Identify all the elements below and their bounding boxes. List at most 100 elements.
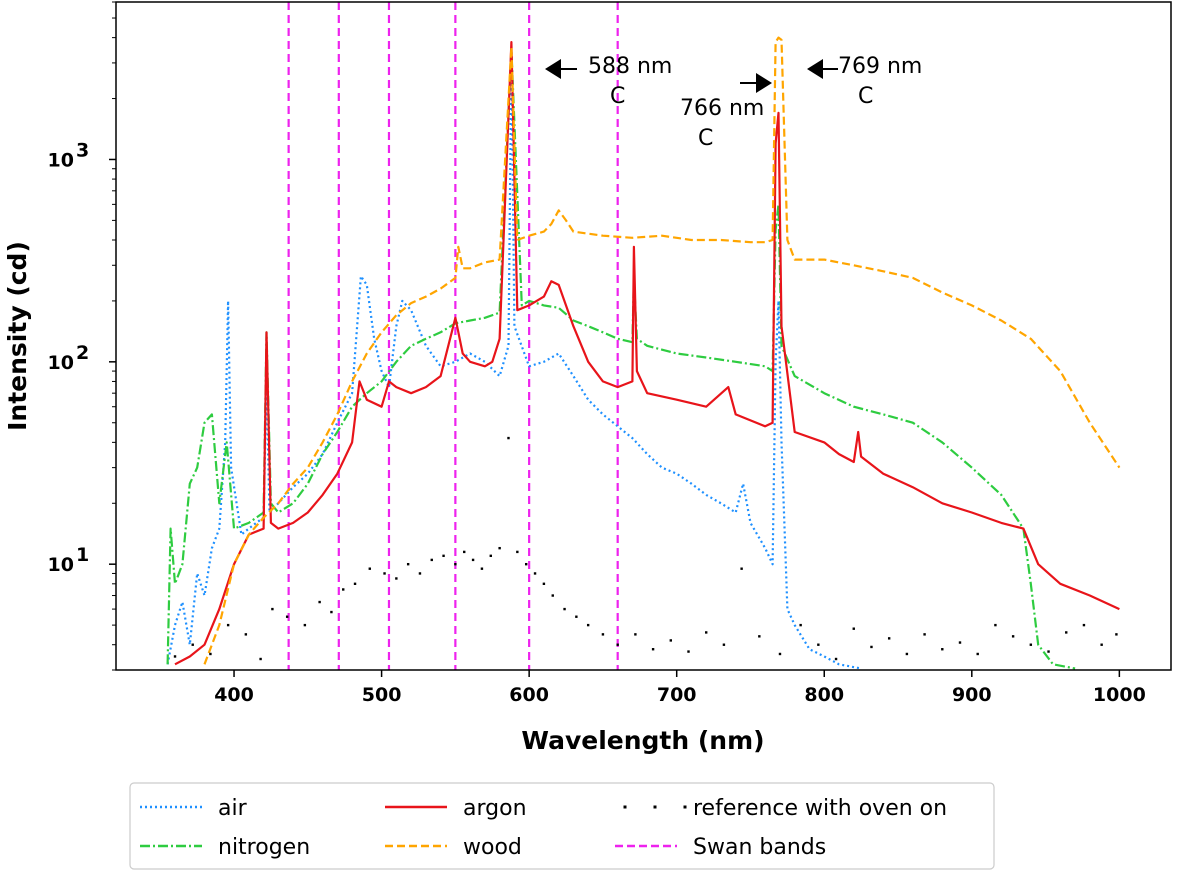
reference-point xyxy=(870,645,873,649)
annotation-element: C xyxy=(858,84,873,109)
y-tick-exponent: 1 xyxy=(76,544,89,566)
y-tick-label: 10 xyxy=(48,554,74,576)
y-tick-exponent: 2 xyxy=(76,342,89,364)
plot-background xyxy=(116,2,1171,670)
legend-marker-reference xyxy=(653,805,657,809)
x-tick-label: 500 xyxy=(362,684,402,706)
reference-point xyxy=(498,546,501,550)
x-tick-label: 700 xyxy=(657,684,697,706)
reference-point xyxy=(958,641,962,644)
x-tick-label: 600 xyxy=(509,684,549,706)
reference-point xyxy=(586,623,590,627)
reference-point xyxy=(463,550,466,554)
reference-point xyxy=(533,572,537,575)
reference-point xyxy=(1082,623,1086,627)
reference-point xyxy=(330,610,333,614)
series-line-argon xyxy=(174,41,1120,666)
reference-point xyxy=(1011,635,1015,638)
reference-point xyxy=(852,627,855,630)
annotation-arrow-head xyxy=(756,73,772,93)
reference-point xyxy=(507,436,510,440)
reference-point xyxy=(616,643,619,646)
reference-point xyxy=(524,562,528,566)
series-group xyxy=(166,36,1121,670)
series-line-wood xyxy=(203,36,1121,665)
reference-point xyxy=(601,633,605,636)
reference-point xyxy=(551,594,554,597)
x-axis-label: Wavelength (nm) xyxy=(521,726,764,755)
reference-point xyxy=(976,652,979,656)
plot-frame xyxy=(115,1,1172,671)
reference-point xyxy=(905,652,909,656)
reference-point xyxy=(575,615,578,618)
reference-point xyxy=(994,623,997,627)
reference-point xyxy=(1047,650,1050,653)
reference-point xyxy=(799,623,802,627)
legend-box xyxy=(129,782,995,870)
reference-point xyxy=(285,615,289,618)
annotation-element: C xyxy=(698,126,713,151)
legend-label-nitrogen: nitrogen xyxy=(218,835,310,860)
reference-point xyxy=(209,652,212,656)
reference-point xyxy=(1029,643,1033,646)
reference-point xyxy=(418,572,422,575)
x-axis-ticks: 400 500 600 700 800 900 1000 xyxy=(214,670,1146,706)
reference-point xyxy=(226,623,230,627)
reference-point xyxy=(454,562,457,566)
reference-point xyxy=(651,648,655,651)
reference-point xyxy=(669,639,672,642)
reference-point xyxy=(191,643,194,646)
legend-marker-reference xyxy=(623,805,627,809)
x-tick-label: 800 xyxy=(804,684,844,706)
reference-point xyxy=(442,554,445,558)
reference-point xyxy=(368,567,371,570)
annotation-wavelength: 769 nm xyxy=(838,54,922,79)
x-tick-label: 1000 xyxy=(1093,684,1146,706)
y-axis-label: Intensity (cd) xyxy=(3,241,32,431)
reference-point xyxy=(516,550,519,554)
legend-label-argon: argon xyxy=(463,796,527,821)
reference-point xyxy=(489,554,492,558)
reference-point xyxy=(563,607,566,611)
reference-point xyxy=(480,567,484,570)
swan-bands xyxy=(287,2,619,670)
reference-point xyxy=(353,582,357,586)
reference-point xyxy=(1100,643,1103,646)
reference-point xyxy=(887,637,891,640)
reference-point xyxy=(173,655,177,658)
series-line-nitrogen xyxy=(166,48,1076,670)
reference-point xyxy=(259,657,262,661)
reference-point xyxy=(817,643,820,646)
reference-point xyxy=(1115,633,1118,636)
reference-point xyxy=(687,650,690,653)
reference-point xyxy=(941,648,944,651)
reference-point xyxy=(740,567,743,570)
reference-point xyxy=(395,577,398,580)
annotation-wavelength: 766 nm xyxy=(680,96,764,121)
y-tick-label: 10 xyxy=(48,352,74,374)
reference-point xyxy=(383,572,386,575)
x-tick-label: 900 xyxy=(952,684,992,706)
reference-point xyxy=(271,607,274,611)
y-tick-exponent: 3 xyxy=(76,139,89,161)
reference-point xyxy=(1065,631,1068,634)
legend-label-air: air xyxy=(218,796,248,821)
reference-point xyxy=(778,652,782,656)
reference-point xyxy=(834,657,838,661)
reference-point xyxy=(705,631,708,634)
series-line-air xyxy=(166,48,862,670)
reference-point xyxy=(471,558,475,562)
reference-point xyxy=(303,623,307,627)
reference-point xyxy=(542,582,546,586)
legend-label-swan: Swan bands xyxy=(693,835,826,860)
y-tick-label: 10 xyxy=(48,149,74,171)
reference-point xyxy=(634,633,637,636)
legend: air nitrogen argon wood reference with oven … xyxy=(129,782,995,870)
reference-point xyxy=(406,562,410,566)
reference-point xyxy=(318,600,321,604)
reference-point xyxy=(430,558,433,562)
reference-point xyxy=(722,643,726,646)
reference-point xyxy=(758,635,761,638)
